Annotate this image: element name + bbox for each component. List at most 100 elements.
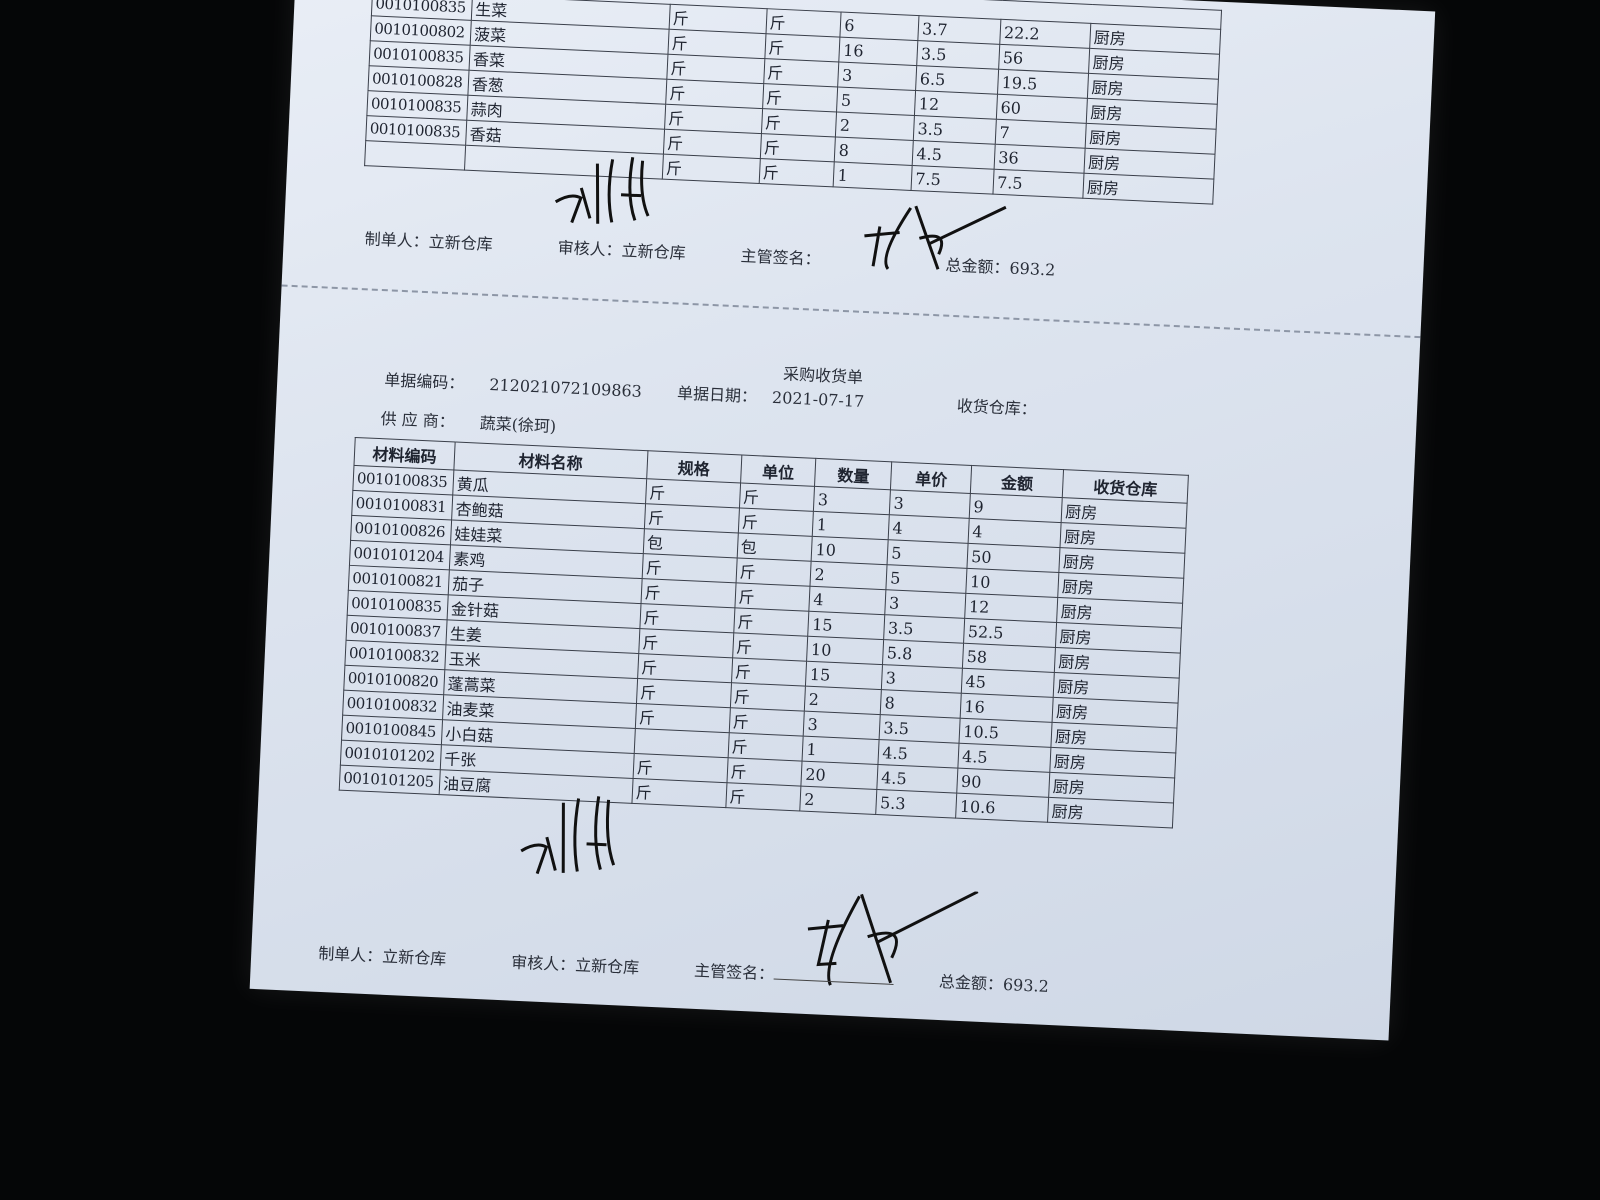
column-header: 数量 xyxy=(814,458,893,490)
cell-unit: 斤 xyxy=(731,657,808,687)
cell-unit: 包 xyxy=(736,532,813,562)
cell-unit: 斤 xyxy=(765,8,842,38)
cell-qty: 4 xyxy=(809,586,887,615)
cell-unit: 斤 xyxy=(729,682,806,712)
cell-unit: 斤 xyxy=(759,133,836,162)
cell-spec: 斤 xyxy=(661,154,760,184)
cell-price: 7.5 xyxy=(911,165,995,195)
column-header: 规格 xyxy=(646,450,742,483)
cell-warehouse: 厨房 xyxy=(1047,797,1174,828)
cell-qty: 20 xyxy=(801,761,879,790)
cell-qty: 3 xyxy=(838,62,918,91)
cell-spec: 斤 xyxy=(641,553,737,583)
maker-signature xyxy=(554,157,650,224)
cell-spec: 斤 xyxy=(637,653,733,683)
cell-unit: 斤 xyxy=(732,632,809,662)
cell-unit: 斤 xyxy=(762,83,839,112)
maker-signature-bottom xyxy=(520,796,616,875)
bottom-items-table: 材料编码 材料名称 规格 单位 数量 单价 金额 收货仓库 0010100835 黄瓜斤斤 3 3 9… xyxy=(339,437,1189,829)
cell-price: 5 xyxy=(887,539,969,569)
column-header: 材料编码 xyxy=(353,437,456,470)
cell-qty: 10 xyxy=(811,536,889,565)
cell-qty: 5 xyxy=(836,87,916,116)
cell-price: 3 xyxy=(885,589,967,619)
cell-qty: 2 xyxy=(800,786,878,815)
cell-price: 3 xyxy=(889,489,971,519)
cell-qty: 2 xyxy=(810,561,888,590)
cell-spec: 斤 xyxy=(631,778,727,808)
cell-price: 4.5 xyxy=(877,764,959,794)
cell-price: 6.5 xyxy=(915,65,999,95)
cell-unit: 斤 xyxy=(763,58,840,88)
cell-price: 5.8 xyxy=(882,639,964,669)
cell-qty: 1 xyxy=(833,161,913,191)
cell-qty: 16 xyxy=(839,37,919,66)
cell-unit: 斤 xyxy=(727,732,804,762)
cell-amount: 10.6 xyxy=(955,793,1049,823)
cell-qty: 1 xyxy=(812,511,890,540)
receipt-sheet: 0010100835 生菜斤斤 6 3.7 22.2 厨房 0010100802 菠菜斤斤 16… xyxy=(249,0,1439,1071)
cell-spec: 斤 xyxy=(644,503,739,533)
cell-price: 4.5 xyxy=(912,140,996,170)
cell-price: 12 xyxy=(914,90,998,120)
cell-qty: 6 xyxy=(840,12,920,41)
cell-spec: 斤 xyxy=(636,678,732,708)
cell-unit: 斤 xyxy=(758,158,835,187)
cell-spec: 斤 xyxy=(638,628,734,658)
cell-unit: 斤 xyxy=(725,782,802,812)
cell-price: 3 xyxy=(881,664,963,694)
cell-qty: 2 xyxy=(835,111,915,141)
cell-unit: 斤 xyxy=(735,557,812,587)
bottom-total: 693.2 xyxy=(1002,974,1050,996)
cell-qty: 3 xyxy=(813,486,891,515)
cell-spec: 斤 xyxy=(668,4,767,34)
cell-unit: 斤 xyxy=(760,108,837,137)
cell-spec: 斤 xyxy=(632,753,728,783)
cell-qty: 15 xyxy=(808,611,886,640)
cell-qty: 8 xyxy=(834,136,914,166)
cell-price: 3.5 xyxy=(917,40,1000,70)
column-header: 单价 xyxy=(890,461,972,494)
cell-code: 0010101205 xyxy=(339,765,441,795)
receiving-warehouse: 收货仓库： xyxy=(956,396,1038,419)
cell-spec: 包 xyxy=(642,528,738,558)
cell-price: 4 xyxy=(888,514,970,544)
cell-qty: 15 xyxy=(805,661,883,690)
cell-spec: 斤 xyxy=(645,478,741,508)
cell-qty: 2 xyxy=(804,686,882,715)
cell-price: 3.5 xyxy=(883,614,965,644)
cell-amount: 7.5 xyxy=(993,169,1085,199)
cell-unit: 斤 xyxy=(734,582,811,612)
slip-title: 采购收货单 xyxy=(782,364,864,387)
supervisor-signature-top xyxy=(864,205,1007,270)
cell-unit: 斤 xyxy=(728,707,805,737)
cell-spec: 斤 xyxy=(665,79,764,109)
cell-spec: 斤 xyxy=(666,54,765,84)
cell-unit: 斤 xyxy=(764,33,841,63)
cell-price: 5 xyxy=(886,564,968,594)
cell-spec: 斤 xyxy=(664,104,763,134)
cell-spec: 斤 xyxy=(640,578,736,608)
cell-price: 5.3 xyxy=(876,789,957,819)
cell-spec: 斤 xyxy=(639,603,735,633)
cell-spec: 斤 xyxy=(635,703,730,733)
cell-unit: 斤 xyxy=(737,507,814,537)
cell-spec: 斤 xyxy=(667,29,766,59)
cell-unit: 斤 xyxy=(738,482,815,512)
cell-price: 3.5 xyxy=(879,714,961,744)
cell-qty: 1 xyxy=(802,736,880,765)
cell-code xyxy=(364,140,466,171)
cell-spec: 斤 xyxy=(663,129,761,159)
cell-qty: 3 xyxy=(803,711,881,740)
top-total: 693.2 xyxy=(1009,258,1056,280)
cell-price: 3.5 xyxy=(913,115,997,145)
column-header: 单位 xyxy=(740,455,817,487)
cell-unit: 斤 xyxy=(733,607,810,637)
cell-price: 4.5 xyxy=(878,739,960,769)
cell-qty: 10 xyxy=(807,636,884,665)
supervisor-signature-bottom xyxy=(807,890,979,986)
cell-price: 3.7 xyxy=(918,15,1002,45)
cell-warehouse: 厨房 xyxy=(1082,173,1214,205)
cell-unit: 斤 xyxy=(726,757,803,787)
cell-price: 8 xyxy=(880,689,962,719)
